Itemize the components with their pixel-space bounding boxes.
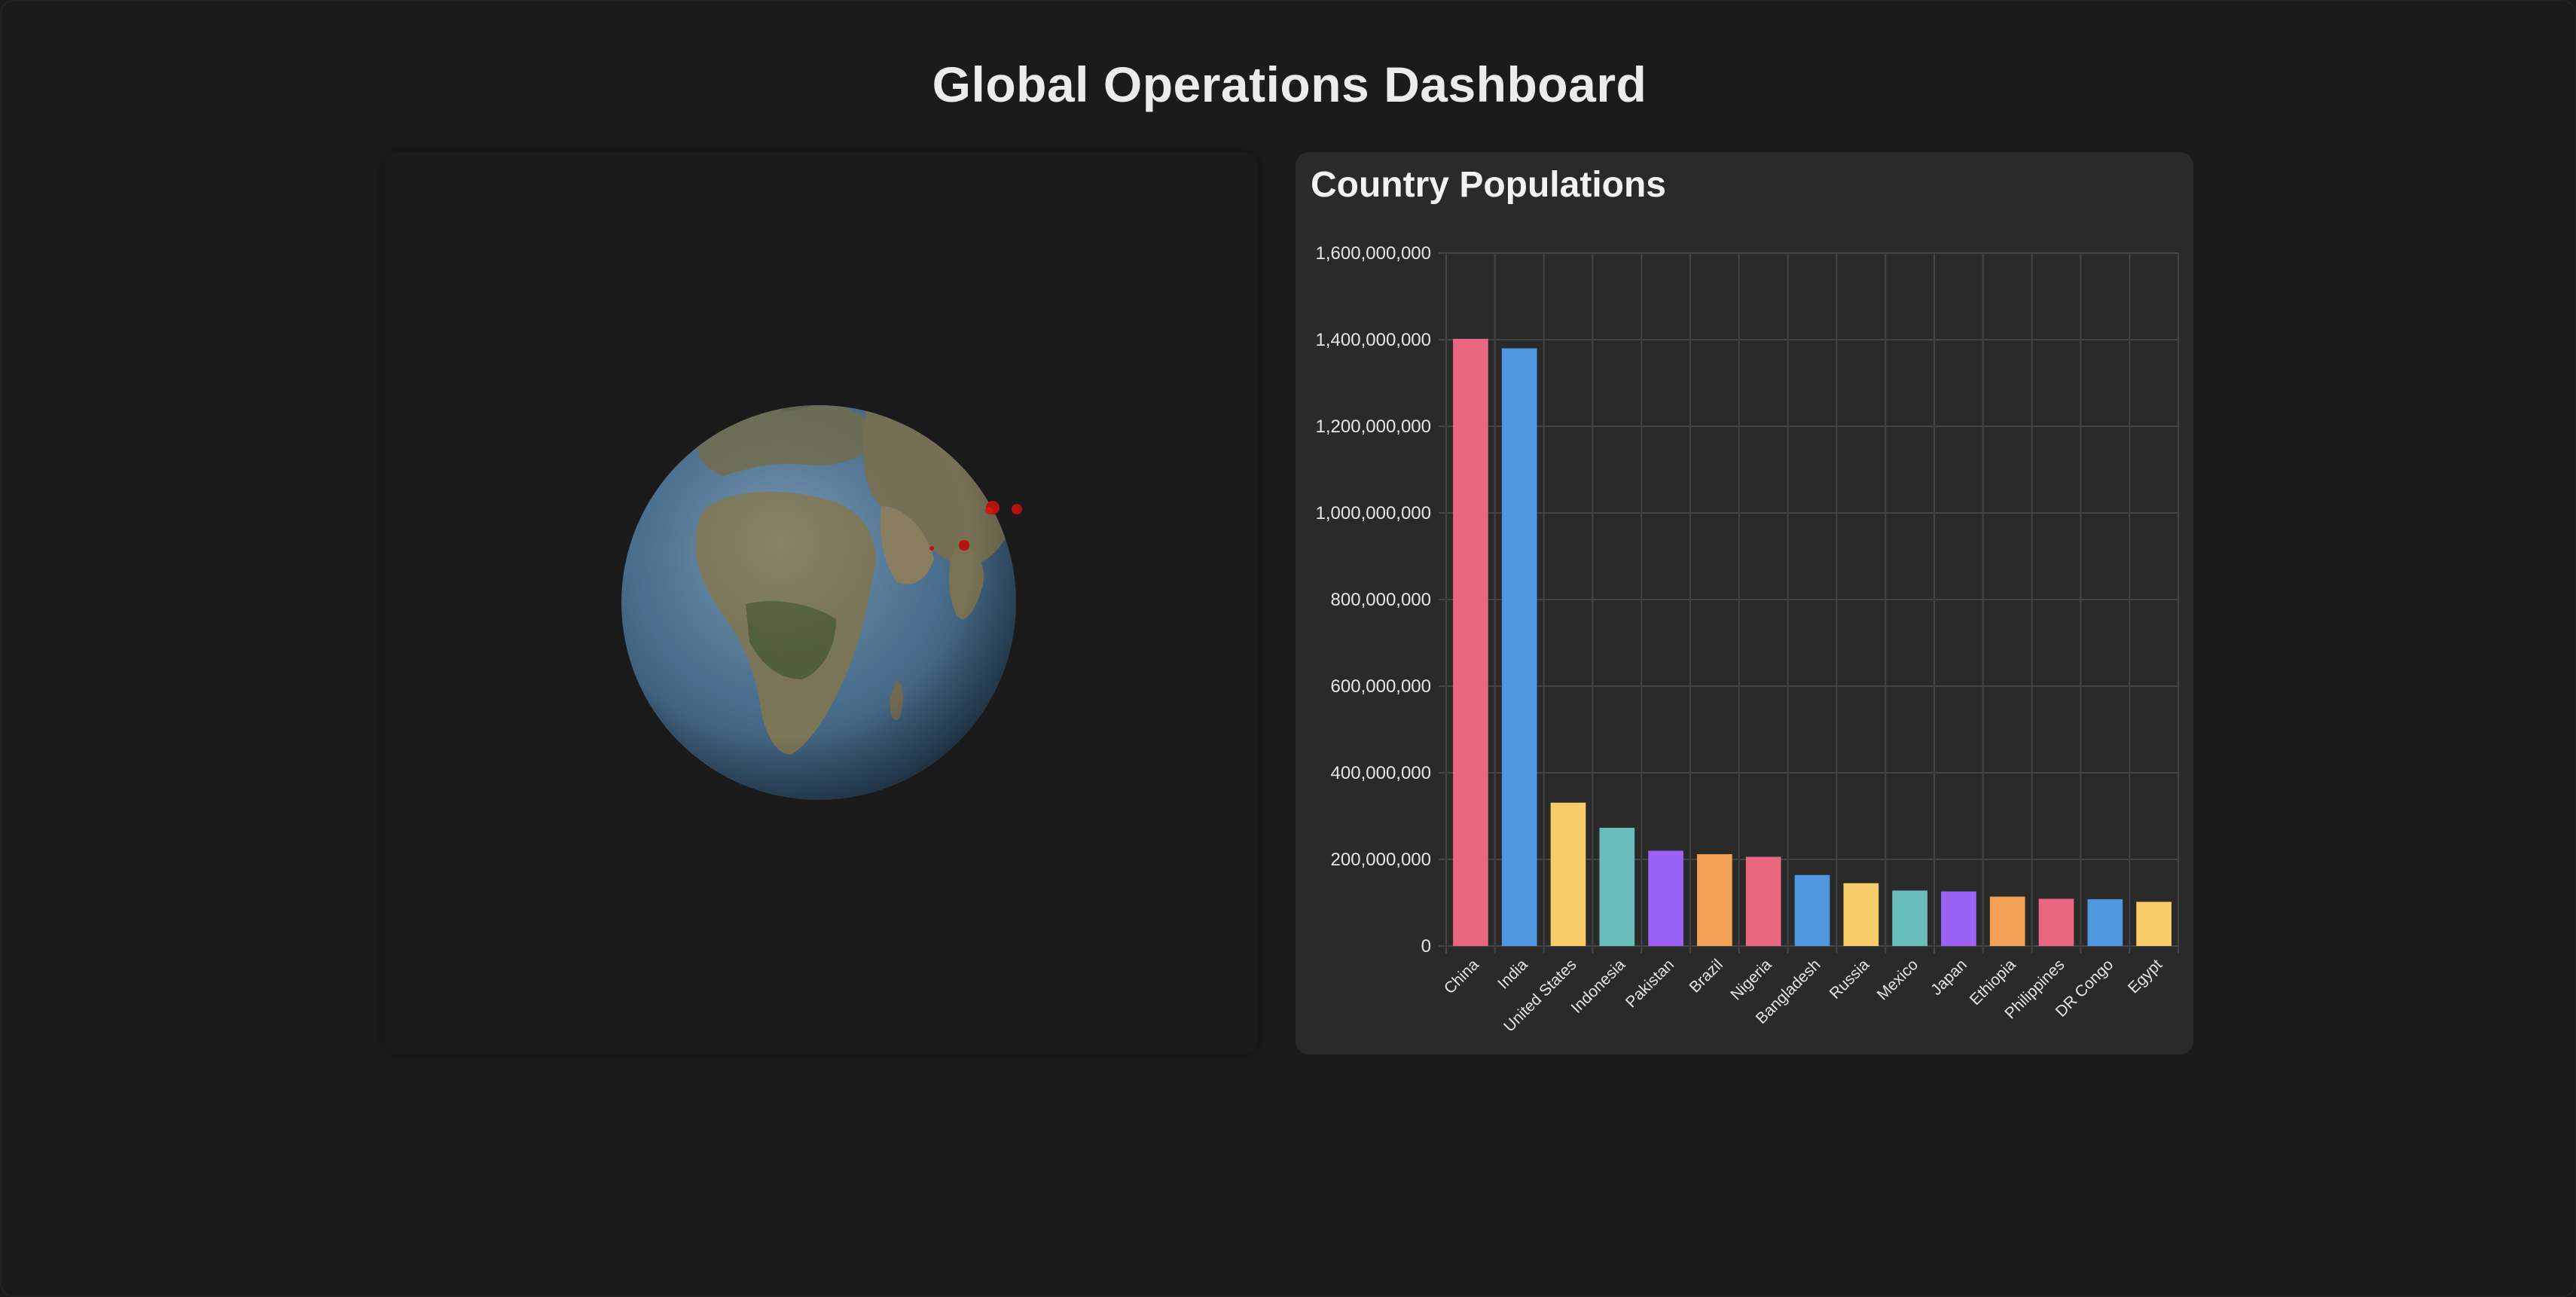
marker[interactable] — [1012, 504, 1022, 514]
x-tick-label: Egypt — [2125, 956, 2165, 996]
bar-brazil[interactable] — [1697, 854, 1732, 946]
marker[interactable] — [929, 546, 934, 551]
x-tick-label: Pakistan — [1622, 956, 1677, 1011]
y-tick-label: 200,000,000 — [1331, 850, 1431, 870]
x-tick-label: Japan — [1927, 956, 1970, 999]
x-tick-label: Russia — [1827, 956, 1873, 1003]
y-tick-label: 1,000,000,000 — [1316, 503, 1431, 523]
grid-lines — [1439, 252, 2179, 954]
chart-panel: Country Populations 0 200,000,000 400,000,… — [1296, 152, 2193, 1054]
marker[interactable] — [959, 540, 969, 551]
y-tick-label: 1,200,000,000 — [1316, 417, 1431, 437]
x-tick-label: Indonesia — [1568, 956, 1629, 1017]
y-tick-label: 400,000,000 — [1331, 763, 1431, 783]
y-tick-label: 0 — [1421, 936, 1431, 957]
y-axis: 0 200,000,000 400,000,000 600,000,000 800,00… — [1316, 243, 1431, 957]
bar-pakistan[interactable] — [1648, 850, 1683, 947]
x-tick-label: Brazil — [1686, 956, 1726, 996]
bars — [1453, 338, 2172, 947]
bar-ethiopia[interactable] — [1989, 896, 2025, 946]
bar-dr-congo[interactable] — [2087, 899, 2123, 946]
bar-united-states[interactable] — [1550, 802, 1586, 946]
bar-indonesia[interactable] — [1599, 828, 1635, 946]
chart-title: Country Populations — [1311, 165, 1666, 205]
bar-mexico[interactable] — [1892, 890, 1927, 946]
globe-shading — [621, 405, 1016, 800]
globe-canvas[interactable] — [384, 152, 1258, 1054]
bar-egypt[interactable] — [2136, 902, 2172, 946]
bar-russia[interactable] — [1843, 883, 1879, 946]
bar-china[interactable] — [1453, 338, 1488, 947]
globe-markers — [929, 501, 1022, 551]
marker[interactable] — [985, 507, 993, 514]
bar-japan[interactable] — [1941, 891, 1976, 946]
y-tick-label: 1,400,000,000 — [1316, 330, 1431, 350]
bar-bangladesh[interactable] — [1794, 874, 1830, 946]
y-tick-label: 800,000,000 — [1331, 590, 1431, 610]
bar-philippines[interactable] — [2038, 899, 2074, 946]
bar-india[interactable] — [1501, 348, 1537, 947]
x-tick-label: Mexico — [1874, 956, 1921, 1003]
y-tick-label: 1,600,000,000 — [1316, 243, 1431, 264]
globe-panel[interactable] — [384, 152, 1258, 1054]
y-tick-label: 600,000,000 — [1331, 676, 1431, 697]
bar-nigeria[interactable] — [1745, 856, 1781, 946]
x-tick-label: Nigeria — [1727, 956, 1775, 1004]
bar-chart[interactable]: 0 200,000,000 400,000,000 600,000,000 800,00… — [1296, 152, 2193, 1054]
x-tick-label: India — [1494, 956, 1531, 993]
x-tick-label: China — [1441, 956, 1482, 997]
globe-sphere[interactable] — [621, 381, 1022, 800]
page-title: Global Operations Dashboard — [932, 56, 1647, 112]
